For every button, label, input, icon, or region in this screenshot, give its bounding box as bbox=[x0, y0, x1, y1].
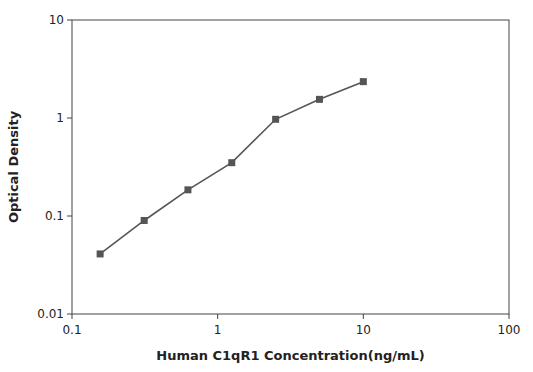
x-tick bbox=[72, 314, 73, 319]
plot-area bbox=[97, 78, 367, 257]
data-point bbox=[141, 217, 148, 224]
y-tick-label: 1 bbox=[56, 111, 64, 125]
plot-frame bbox=[72, 20, 509, 314]
data-point bbox=[316, 96, 323, 103]
x-tick bbox=[509, 314, 510, 319]
x-tick-label: 1 bbox=[214, 323, 222, 337]
data-point bbox=[272, 116, 279, 123]
x-tick bbox=[217, 314, 218, 319]
x-tick-label: 10 bbox=[356, 323, 371, 337]
y-tick-label: 0.01 bbox=[37, 307, 64, 321]
y-tick bbox=[67, 118, 72, 119]
data-point bbox=[184, 186, 191, 193]
chart: 0.1 1 10 100 0.01 0.1 1 10 Human C1qR1 Concentra… bbox=[0, 0, 533, 372]
x-tick-label: 100 bbox=[498, 323, 521, 337]
y-tick-label: 0.1 bbox=[45, 209, 64, 223]
data-line bbox=[100, 82, 363, 254]
x-axis-label: Human C1qR1 Concentration(ng/mL) bbox=[156, 348, 425, 363]
x-tick-label: 0.1 bbox=[62, 323, 81, 337]
y-tick bbox=[67, 314, 72, 315]
y-tick bbox=[67, 20, 72, 21]
x-tick bbox=[363, 314, 364, 319]
y-tick-label: 10 bbox=[49, 13, 64, 27]
data-point bbox=[360, 78, 367, 85]
y-tick bbox=[67, 216, 72, 217]
data-point bbox=[97, 250, 104, 257]
data-point bbox=[228, 159, 235, 166]
y-axis-label: Optical Density bbox=[6, 110, 21, 223]
